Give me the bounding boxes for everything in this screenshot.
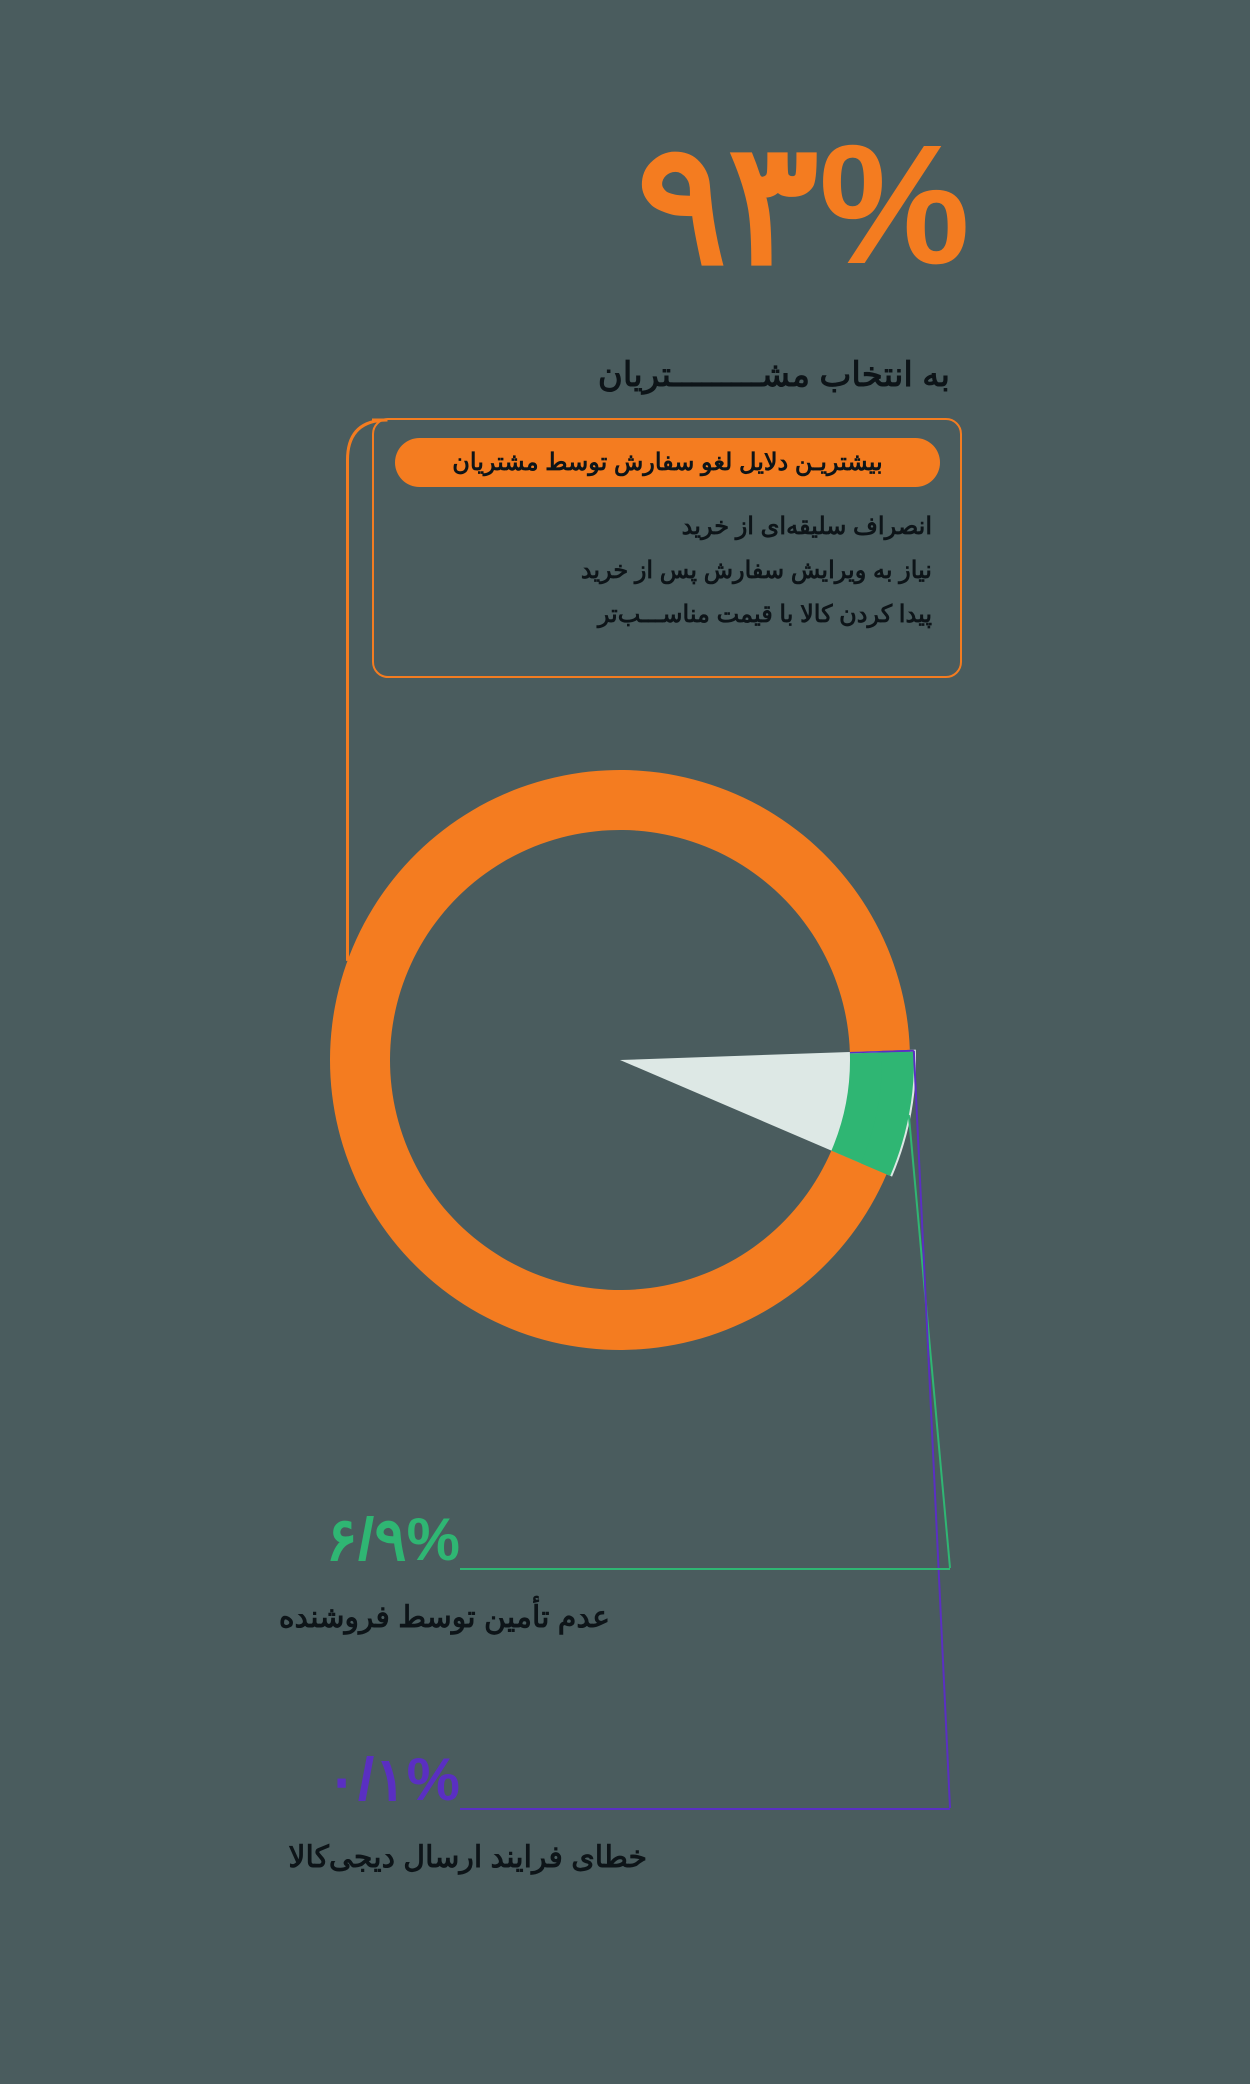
reasons-pill-header: بیشتریـن دلایل لغو سفارش توسط مشتریان — [395, 438, 940, 487]
donut-chart — [0, 0, 1250, 2084]
secondary-underline-1 — [460, 1568, 950, 1570]
reason-item: انصراف سلیقه‌ای از خرید — [682, 512, 932, 541]
secondary-label-2: خطای فرایند ارسال دیجی‌کالا — [288, 1840, 647, 1875]
secondary-underline-2 — [460, 1808, 950, 1810]
secondary-percentage-2: ۰/۱% — [326, 1750, 460, 1810]
reason-item: پیدا کردن کالا با قیمت مناســـب‌تر — [598, 600, 932, 629]
secondary-label-1: عدم تأمین توسط فروشنده — [279, 1600, 610, 1635]
main-subtitle: به انتخاب مشـــــــــتریان — [598, 355, 950, 395]
secondary-percentage-1: ۶/۹% — [326, 1510, 460, 1570]
main-percentage: ۹۳% — [636, 120, 970, 290]
reason-item: نیاز به ویرایش سفارش پس از خرید — [581, 556, 932, 585]
